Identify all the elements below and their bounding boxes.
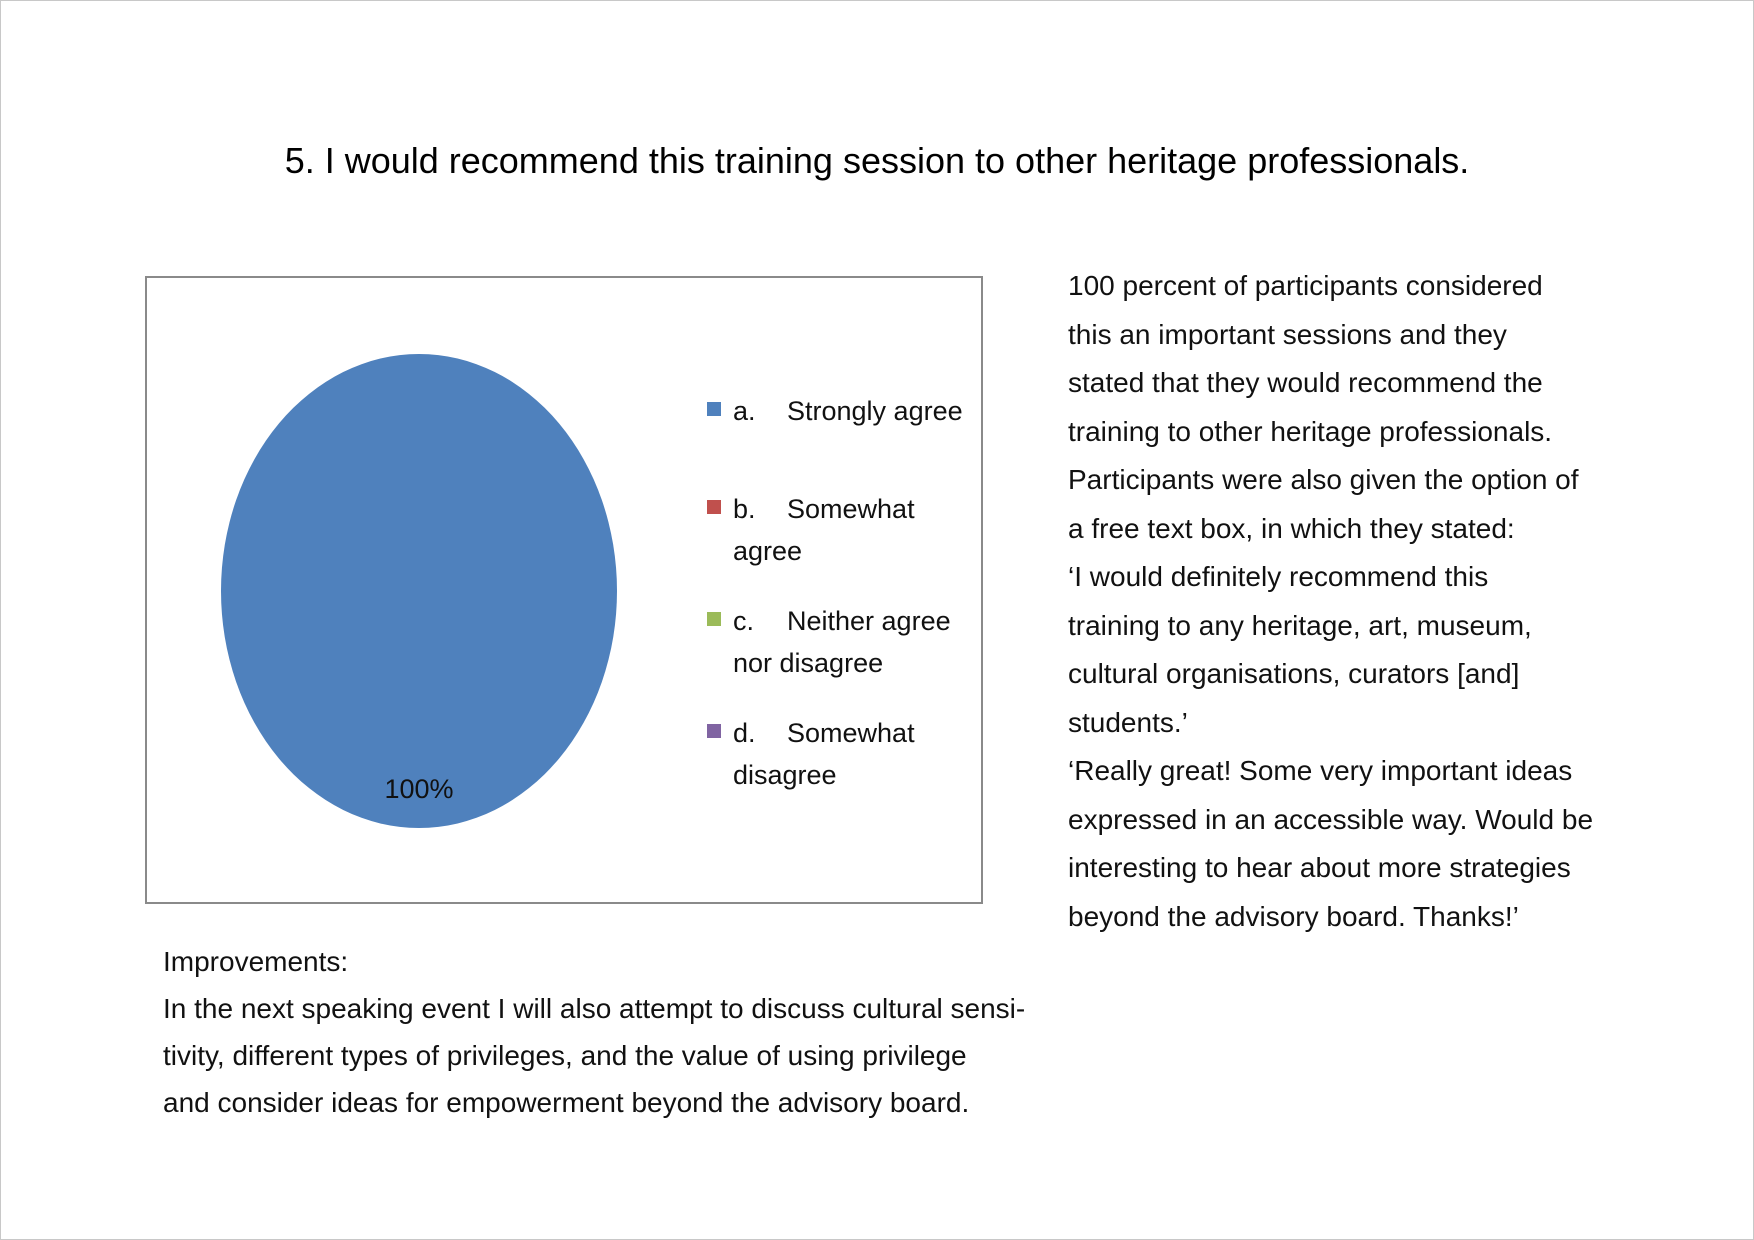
summary-line: a free text box, in which they stated: bbox=[1068, 512, 1515, 544]
summary-line: Participants were also given the option … bbox=[1068, 464, 1579, 495]
pie-slice-strongly-agree bbox=[221, 354, 617, 828]
legend-label: Neither agree nor disagree bbox=[733, 606, 951, 678]
legend-swatch bbox=[707, 402, 721, 416]
legend-swatch bbox=[707, 500, 721, 514]
legend-letter: a. bbox=[733, 396, 756, 426]
quote-line: cultural organisations, curators [and] bbox=[1068, 658, 1520, 689]
improvements-line: In the next speaking event I will also a… bbox=[163, 993, 1026, 1024]
legend-item-strongly-agree: a. Strongly agree bbox=[707, 390, 977, 432]
legend-letter: b. bbox=[733, 494, 756, 524]
legend-label: Somewhat agree bbox=[733, 494, 915, 566]
improvements-heading: Improvements: bbox=[163, 946, 349, 977]
pie-chart-plot: 100% bbox=[221, 354, 617, 828]
legend-swatch bbox=[707, 724, 721, 738]
quote-line: ‘Really great! Some very important ideas bbox=[1068, 755, 1573, 786]
legend-item-somewhat-agree: b. Somewhat agree bbox=[707, 488, 977, 572]
pie-chart: 100% a. Strongly agree b. Somewhat agree c… bbox=[145, 276, 983, 904]
legend-swatch bbox=[707, 612, 721, 626]
quote-line: training to any heritage, art, museum, bbox=[1068, 609, 1532, 641]
improvements-line: and consider ideas for empowerment beyon… bbox=[163, 1087, 970, 1118]
legend-item-somewhat-disagree: d. Somewhat disagree bbox=[707, 712, 977, 796]
quote-line: beyond the advisory board. Thanks!’ bbox=[1068, 900, 1519, 932]
quote-line: students.’ bbox=[1068, 706, 1188, 738]
legend-letter: d. bbox=[733, 718, 756, 748]
improvements-section: Improvements: In the next speaking event… bbox=[163, 938, 1123, 1126]
legend-letter: c. bbox=[733, 606, 755, 636]
legend-item-neither-agree-nor-disagree: c. Neither agree nor disagree bbox=[707, 600, 977, 684]
summary-text: 100 percent of participants considered t… bbox=[1068, 262, 1628, 941]
legend-label: Strongly agree bbox=[787, 396, 963, 426]
quote-line: expressed in an accessible way. Would be bbox=[1068, 803, 1594, 835]
page-title: 5. I would recommend this training sessi… bbox=[284, 140, 1470, 181]
summary-line: stated that they would recommend the bbox=[1068, 367, 1543, 398]
pie-data-label: 100% bbox=[384, 774, 453, 804]
summary-line: 100 percent of participants considered bbox=[1068, 270, 1543, 301]
quote-line: ‘I would definitely recommend this bbox=[1068, 561, 1489, 592]
summary-line: training to other heritage professionals… bbox=[1068, 415, 1553, 447]
quote-line: interesting to hear about more strategie… bbox=[1068, 852, 1571, 883]
chart-legend: a. Strongly agree b. Somewhat agree c. Neit… bbox=[707, 390, 977, 824]
summary-line: this an important sessions and they bbox=[1068, 318, 1507, 350]
legend-label: Somewhat disagree bbox=[733, 718, 915, 790]
improvements-line: tivity, different types of privileges, a… bbox=[163, 1040, 967, 1071]
